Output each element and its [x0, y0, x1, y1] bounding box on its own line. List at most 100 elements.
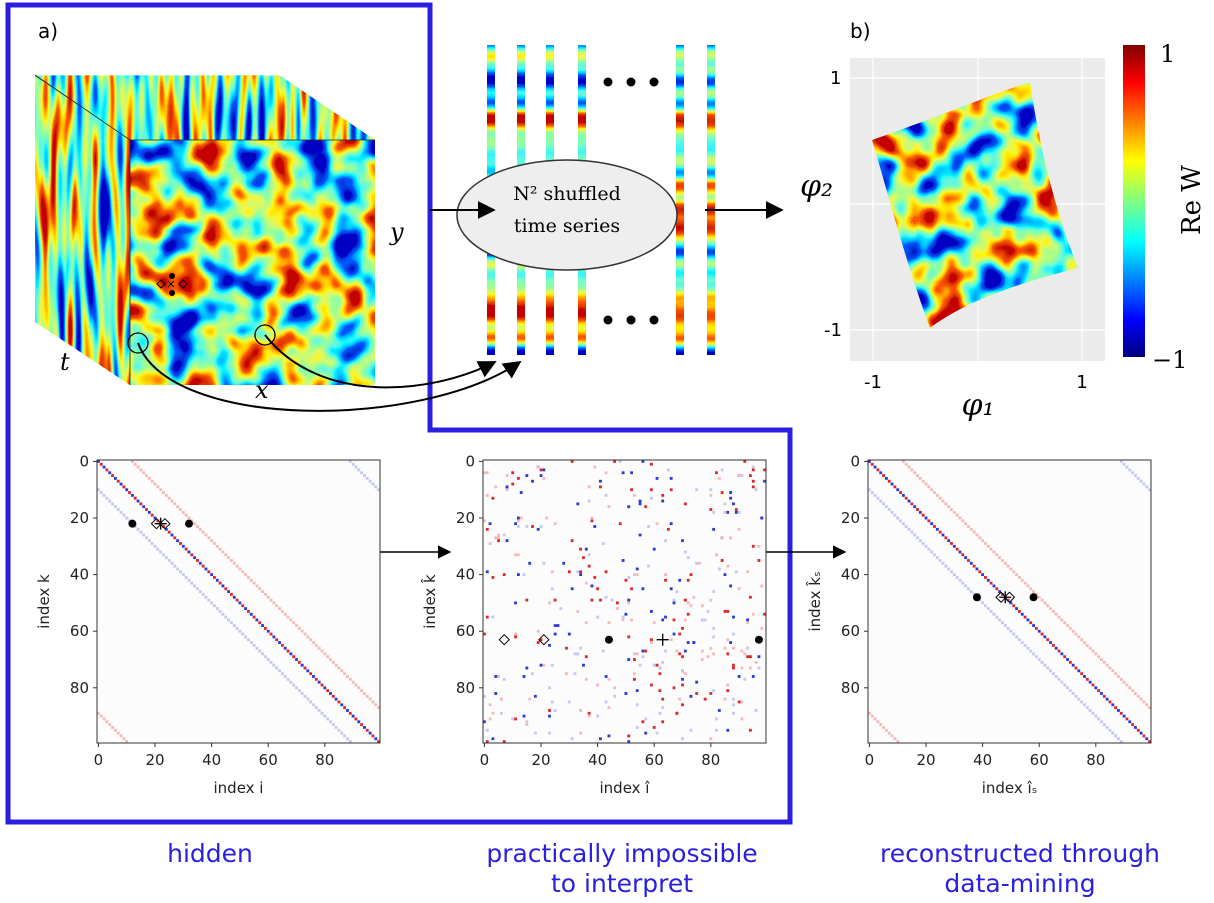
matrix-cell: [323, 652, 327, 656]
matrix-cell: [128, 491, 131, 494]
matrix-cell: [295, 658, 298, 661]
matrix-cell: [652, 547, 656, 551]
matrix-cell: [550, 700, 554, 704]
matrix-cell: [246, 576, 250, 579]
matrix-cell: [297, 626, 301, 630]
matrix-cell: [904, 462, 908, 466]
matrix-cell: [522, 573, 526, 577]
matrix-cell: [1023, 615, 1027, 619]
matrix-cell: [641, 720, 645, 724]
matrix-cell: [1088, 680, 1092, 684]
matrix-cell: [734, 508, 738, 511]
matrix-cell: [737, 527, 741, 531]
matrix-cell: [497, 675, 500, 678]
matrix-cell: [198, 561, 202, 565]
matrix-cell: [516, 476, 520, 480]
matrix-cell: [1012, 604, 1016, 608]
matrix-cell: [190, 519, 194, 523]
matrix-cell: [266, 595, 270, 599]
matrix-cell: [661, 720, 665, 724]
matrix-cell: [1114, 672, 1118, 676]
matrix-cell: [357, 720, 361, 724]
matrix-cell: [317, 646, 321, 650]
matrix-cell: [669, 587, 673, 591]
y-axis-label: index k̂: [420, 574, 439, 629]
matrix-cell: [142, 505, 146, 509]
matrix-cell: [1023, 643, 1027, 647]
matrix-cell: [726, 683, 730, 687]
matrix-frame: [96, 459, 381, 744]
y-tick-label: 60: [456, 622, 475, 640]
matrix-cell: [632, 672, 636, 676]
matrix-cell: [1139, 479, 1143, 483]
matrix-cell: [649, 638, 653, 642]
matrix-cell: [712, 590, 716, 594]
matrix-cell: [952, 573, 956, 577]
x-axis-label: φ₁: [961, 388, 994, 423]
matrix-cell: [329, 658, 332, 661]
matrix-cell: [649, 496, 653, 500]
marker-dot: [1029, 593, 1038, 602]
matrix-cell: [649, 683, 653, 687]
matrix-cell: [627, 658, 631, 661]
matrix-cell: [1108, 666, 1112, 670]
matrix-cell: [669, 488, 673, 492]
probe-circle: [254, 324, 276, 346]
matrix-cell: [686, 601, 690, 605]
marker-diamond: [538, 633, 550, 646]
matrix-cell: [145, 474, 148, 477]
y-tick-label: 0: [850, 452, 860, 470]
matrix-cell: [130, 493, 134, 497]
matrix-cell: [377, 488, 380, 492]
matrix-cell: [1029, 649, 1033, 653]
matrix-cell: [244, 573, 247, 577]
matrix-cell: [666, 527, 670, 531]
matrix-cell: [227, 618, 231, 622]
matrix-cell: [224, 615, 228, 619]
matrix-cell: [283, 675, 287, 678]
matrix-cell: [360, 471, 364, 475]
matrix-cell: [1108, 700, 1112, 704]
matrix-cell: [1083, 675, 1086, 678]
matrix-cell: [320, 683, 324, 687]
matrix-cell: [136, 527, 140, 531]
matrix-cell: [760, 516, 764, 520]
matrix-cell: [246, 609, 250, 613]
matrix-cell: [579, 646, 583, 650]
matrix-cell: [244, 635, 247, 639]
matrix-cell: [368, 479, 372, 483]
matrix-cell: [1142, 700, 1146, 704]
matrix-cell: [649, 462, 653, 466]
matrix-cell: [709, 508, 713, 511]
matrix-cell: [491, 576, 495, 579]
matrix-cell: [613, 460, 617, 463]
matrix-cell: [601, 542, 605, 545]
matrix-cell: [652, 726, 656, 729]
x-tick-label: 0: [480, 751, 490, 769]
matrix-cell: [1009, 567, 1013, 571]
matrix-cell: [720, 536, 724, 540]
matrix-cell: [675, 590, 679, 594]
matrix-cell: [113, 728, 117, 732]
matrix-cell: [528, 697, 532, 701]
matrix-cell: [346, 737, 349, 741]
matrix-cell: [1091, 649, 1095, 653]
matrix-cell: [252, 643, 256, 647]
matrix-cell: [190, 553, 194, 557]
matrix-cell: [1142, 734, 1146, 738]
matrix-cell: [536, 465, 540, 469]
matrix-cell: [1054, 612, 1058, 616]
matrix-cell: [593, 525, 597, 528]
matrix-cell: [303, 632, 307, 636]
matrix-cell: [675, 711, 679, 715]
matrix-cell: [649, 641, 653, 644]
matrix-cell: [1012, 570, 1016, 574]
marker-dot: [128, 519, 137, 528]
matrix-cell: [627, 598, 631, 602]
matrix-cell: [1003, 561, 1007, 565]
matrix-cell: [944, 536, 948, 540]
matrix-cell: [565, 672, 568, 676]
matrix-cell: [227, 590, 231, 594]
matrix-cell: [1080, 638, 1084, 642]
matrix-cell: [579, 570, 583, 574]
